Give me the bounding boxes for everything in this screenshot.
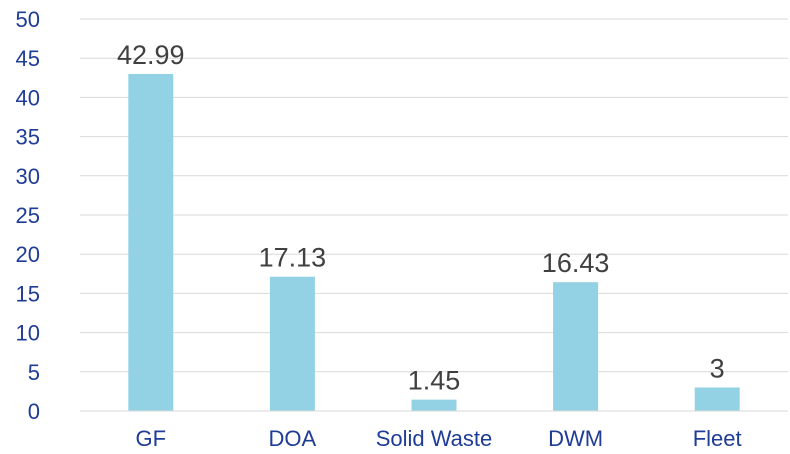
bar-dwm (553, 282, 599, 411)
y-tick-label: 45 (16, 46, 40, 71)
x-category-label: DOA (269, 426, 317, 451)
y-tick-label: 20 (16, 242, 40, 267)
y-tick-label: 0 (28, 399, 40, 424)
data-label: 17.13 (259, 243, 327, 273)
y-tick-label: 10 (16, 321, 40, 346)
data-label: 3 (710, 353, 725, 383)
y-tick-label: 5 (28, 360, 40, 385)
y-tick-label: 30 (16, 164, 40, 189)
data-label: 1.45 (408, 366, 461, 396)
x-category-label: DWM (548, 426, 603, 451)
bar-solid-waste (411, 399, 457, 411)
x-category-label: GF (136, 426, 167, 451)
data-label: 16.43 (542, 248, 610, 278)
y-axis-tick-labels: 0 5 10 15 20 25 30 35 40 45 50 (16, 7, 40, 424)
x-category-label: Solid Waste (376, 426, 493, 451)
y-tick-label: 35 (16, 125, 40, 150)
y-tick-label: 25 (16, 203, 40, 228)
bar-fleet (694, 387, 740, 411)
y-tick-label: 40 (16, 85, 40, 110)
x-category-label: Fleet (693, 426, 742, 451)
data-label: 42.99 (117, 40, 185, 70)
gridlines (80, 18, 788, 373)
y-tick-label: 50 (16, 7, 40, 32)
bar-doa (269, 276, 315, 411)
data-labels: 42.99 17.13 1.45 16.43 3 (117, 40, 725, 396)
y-tick-label: 15 (16, 281, 40, 306)
bars (128, 73, 740, 411)
bar-gf (128, 73, 174, 411)
x-axis-category-labels: GF DOA Solid Waste DWM Fleet (136, 426, 742, 451)
